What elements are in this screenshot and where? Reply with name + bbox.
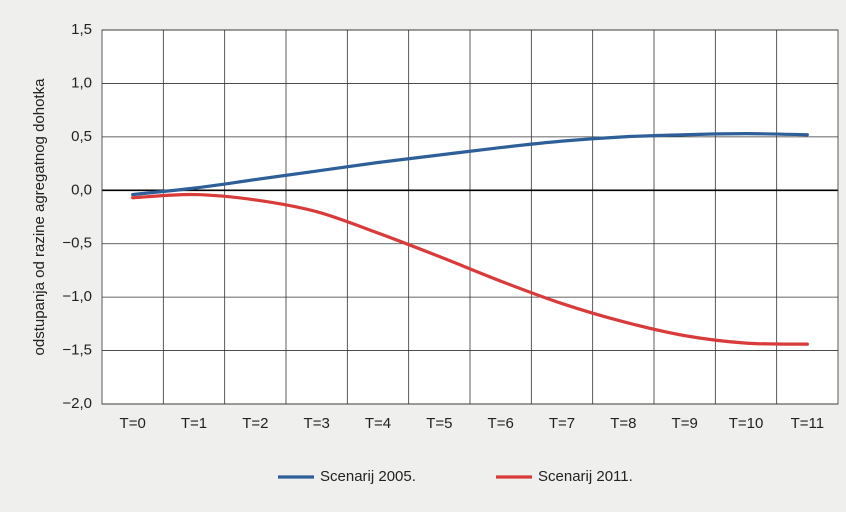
- series-line: [131, 132, 809, 197]
- x-tick-label: T=4: [365, 415, 391, 432]
- y-axis-label: odstupanja od razine agregatnog dohotka: [31, 78, 48, 356]
- y-tick-label: 0,0: [71, 181, 92, 198]
- x-tick-label: T=7: [549, 415, 575, 432]
- x-tick-label: T=9: [672, 415, 698, 432]
- x-tick-label: T=2: [242, 415, 268, 432]
- y-tick-label: 0,5: [71, 128, 92, 145]
- y-tick-label: −1,5: [62, 342, 92, 359]
- plot-border: [101, 29, 839, 405]
- y-tick-label: 1,0: [71, 74, 92, 91]
- x-tick-label: T=8: [610, 415, 636, 432]
- y-tick-label: 1,5: [71, 21, 92, 38]
- x-tick-label: T=5: [426, 415, 452, 432]
- x-tick-label: T=0: [120, 415, 146, 432]
- y-tick-label: −0,5: [62, 235, 92, 252]
- x-tick-label: T=6: [488, 415, 514, 432]
- legend-label: Scenarij 2011.: [538, 468, 633, 485]
- legend-label: Scenarij 2005.: [320, 468, 416, 485]
- x-tick-label: T=3: [304, 415, 330, 432]
- y-tick-label: −2,0: [62, 395, 92, 412]
- x-tick-label: T=10: [729, 415, 764, 432]
- y-tick-label: −1,0: [62, 288, 92, 305]
- x-tick-label: T=11: [791, 415, 825, 432]
- x-tick-label: T=1: [181, 415, 207, 432]
- series-line: [131, 192, 809, 346]
